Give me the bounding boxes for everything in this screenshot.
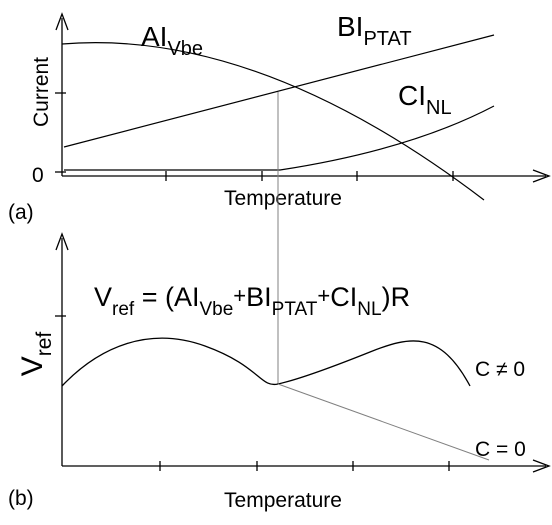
curve-a-label: AIVbe: [141, 21, 203, 60]
eq-term-b-sub: PTAT: [272, 299, 318, 320]
eq-equals: = (: [134, 282, 174, 312]
panel-a-x-label: Temperature: [224, 187, 342, 210]
curve-b-label-sub: PTAT: [363, 28, 411, 50]
panel-b-x-label: Temperature: [224, 489, 342, 512]
panel-a-y-arrow: [55, 12, 69, 31]
panel-b-y-label-sub: ref: [33, 332, 56, 357]
panel-b-label: (b): [8, 487, 34, 510]
curve-a-label-sub: Vbe: [167, 38, 203, 60]
curve-a-label-base: AI: [141, 21, 167, 52]
label-c-zero: C = 0: [475, 438, 526, 461]
eq-lhs-base: V: [94, 282, 112, 312]
eq-lhs-sub: ref: [112, 299, 135, 320]
panel-b: Vref Temperature (b) Vref = (AIVbe+BIPTA…: [8, 232, 551, 512]
panel-b-axes: [55, 232, 551, 473]
vref-curve-c-zero: [277, 383, 490, 461]
eq-tail: )R: [382, 282, 411, 312]
panel-a-y-zero-label: 0: [32, 164, 44, 187]
curve-b-label: BIPTAT: [337, 11, 412, 50]
vref-curve-c-nonzero: [61, 337, 471, 387]
vref-equation: Vref = (AIVbe+BIPTAT+CINL)R: [94, 282, 410, 320]
panel-b-y-arrow: [55, 232, 69, 251]
curve-c-label-sub: NL: [426, 97, 452, 119]
panel-a-y-label: Current: [30, 57, 53, 127]
eq-term-a-sub: Vbe: [199, 299, 233, 320]
panel-b-y-label-base: V: [16, 356, 49, 376]
eq-plus-2: +: [317, 283, 330, 308]
label-c-nonzero: C ≠ 0: [475, 358, 525, 381]
panel-a-label: (a): [8, 201, 34, 224]
eq-term-c-base: CI: [330, 282, 357, 312]
eq-term-a-base: AI: [174, 282, 200, 312]
curve-c-label-base: CI: [398, 80, 426, 111]
panel-b-x-arrow: [532, 459, 551, 473]
curve-c-label: CINL: [398, 80, 452, 119]
curve-a-ivbe: [61, 42, 485, 201]
eq-plus-1: +: [233, 283, 246, 308]
curve-b-label-base: BI: [337, 11, 363, 42]
panel-a-axes: [55, 12, 551, 183]
panel-b-y-label: Vref: [16, 332, 56, 377]
eq-term-c-sub: NL: [357, 299, 381, 320]
curve-c-inl: [64, 105, 495, 171]
eq-term-b-base: BI: [246, 282, 272, 312]
panel-a: Current 0 Temperature (a) AIVbe BIPTAT C…: [8, 11, 551, 224]
curve-b-iptat: [63, 34, 495, 148]
panel-a-x-arrow: [532, 169, 551, 183]
